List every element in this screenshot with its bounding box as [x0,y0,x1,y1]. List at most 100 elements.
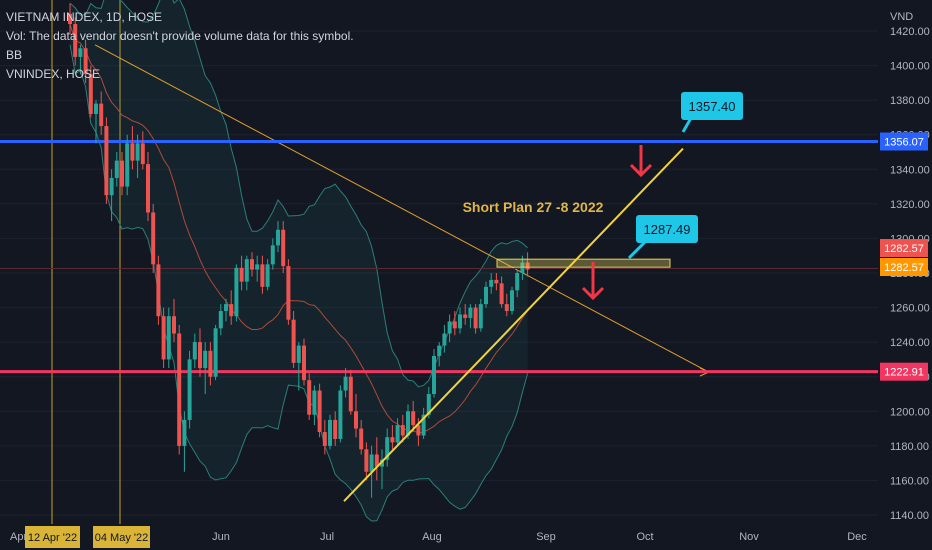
y-tick-label: 1320.00 [890,199,930,211]
candle-body [244,259,249,282]
candle-body [166,316,171,360]
candle-body [203,350,208,369]
candle-body [229,304,234,317]
candle-body [286,266,291,320]
candle-body [489,279,494,287]
candle-body [172,316,176,334]
legend-symbol[interactable]: VIETNAM INDEX, 1D, HOSE [6,10,163,24]
horizontal-levels [0,140,878,374]
candle-body [99,103,104,127]
last-price-text: 1282.57 [884,262,924,274]
candle-body [161,316,166,360]
candle-body [73,24,78,57]
level-price-tag [880,362,928,381]
candle-body [281,229,286,267]
x-tick-label: Nov [739,531,759,543]
uptrend-line [343,147,684,502]
down-arrow-head [629,163,653,178]
candle-body [276,229,280,246]
downtrend-segment [94,44,709,373]
candle-body [400,425,405,436]
candle-body [338,390,343,439]
candle-body [307,380,312,415]
y-tick-label: 1200.00 [890,406,930,418]
candle-body [494,279,499,284]
candle-body [146,164,150,213]
candle-body [463,314,468,318]
x-tick-label: Jun [212,531,230,543]
candle-body [130,143,135,161]
candle-body [78,48,83,57]
candle-body [234,267,239,317]
candle-body [432,355,436,394]
candle-body [255,264,260,270]
candle-body [265,264,270,287]
legend-volume-note: Vol: The data vendor doesn't provide vol… [6,29,354,43]
candle-body [515,273,520,291]
candle-body [83,48,88,75]
candle-body [120,160,124,187]
candle-body [504,304,509,312]
bollinger-bands [69,0,529,522]
uptrend-segment [343,147,684,502]
callout-pointer [627,239,648,260]
candle-body [499,283,504,305]
date-markers [51,0,121,524]
y-tick-label: 1380.00 [890,95,930,107]
zone-box [496,258,671,268]
candle-body [224,304,228,312]
candle-body [364,449,369,472]
date-marker-text: 12 Apr '22 [28,532,77,544]
candle-body [317,390,322,433]
callout-label: 1357.40 [689,99,736,114]
candle-body [328,419,332,446]
candle-body [354,411,358,429]
date-marker-text: 04 May '22 [95,532,148,544]
x-tick-label: Aug [422,531,442,543]
candle-body [411,411,416,426]
legend-compare[interactable]: VNINDEX, HOSE [6,67,101,81]
candle-body [426,394,431,415]
candle-body [192,342,197,360]
y-tick-label: 1420.00 [890,26,930,38]
level-price-text: 1356.07 [884,137,924,149]
y-tick-label: 1180.00 [890,441,929,453]
last-price-text: 1282.57 [884,243,924,255]
chart-legend: VIETNAM INDEX, 1D, HOSE Vol: The data ve… [6,8,354,84]
candle-body [260,264,265,287]
down-arrows [581,145,653,301]
candle-body [374,454,379,467]
candle-body [156,264,161,317]
candle-body [312,390,317,415]
candle-body [369,454,374,472]
candle-body [114,160,119,178]
candle-body [406,411,410,436]
candle-body [94,103,98,114]
candle-body [510,290,514,312]
callout-pointer [681,117,693,133]
candle-body [291,319,296,363]
candle-body [239,267,244,282]
candle-body [302,345,306,381]
axis-unit: VND [890,11,913,23]
candle-body [452,321,457,329]
candle-body [458,314,462,329]
candle-body [395,425,400,443]
legend-indicator[interactable]: BB [6,48,23,62]
candle-body [187,359,192,420]
candle-body [380,459,384,467]
candle-body [478,304,483,329]
last-price-tag [880,239,928,257]
candle-body [442,333,447,346]
price-axis: 1140.001160.001180.001200.001220.001240.… [880,26,930,522]
x-tick-label: Dec [847,531,867,543]
level-price-text: 1222.91 [884,367,924,379]
time-axis: Apr Jun Jul Aug Sep Oct Nov Dec 12 Apr '22 04 May… [10,526,867,548]
band-fill [70,0,528,521]
price-callouts: 1357.40 1287.49 [627,92,743,260]
candle-body [140,143,145,165]
candle-body [218,311,223,329]
candle-body [250,259,254,270]
x-tick-label: Sep [536,531,556,543]
